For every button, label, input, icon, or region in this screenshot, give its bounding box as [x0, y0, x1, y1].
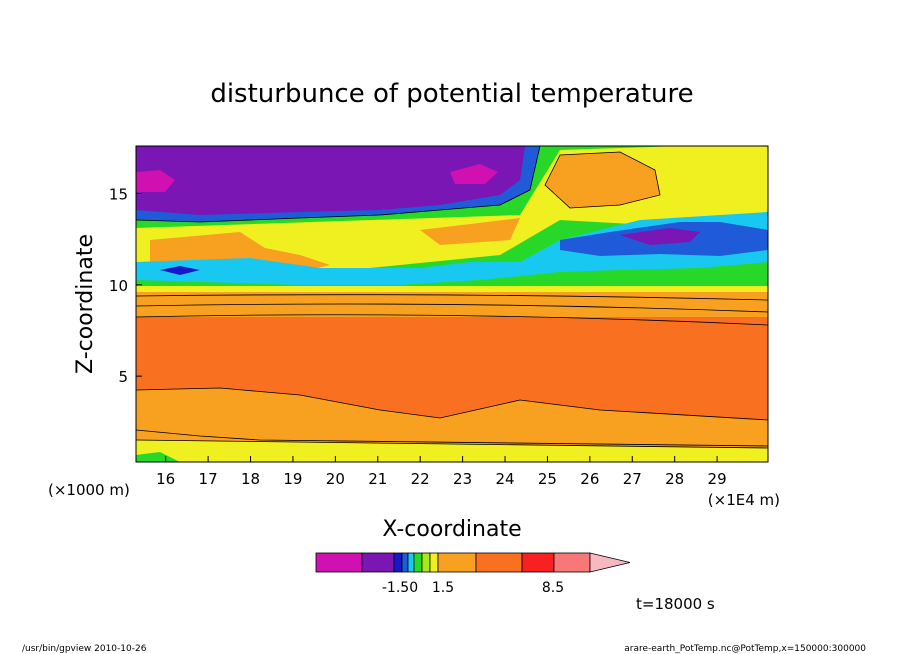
colorbar-segment [553, 552, 591, 573]
chart-title: disturbunce of potential temperature [210, 79, 693, 109]
colorbar-label-1: -1.50 [382, 580, 418, 596]
x-tick-label: 17 [199, 470, 218, 488]
colorbar [315, 552, 631, 573]
y-axis-label: Z-coordinate [73, 234, 98, 374]
band-green-bottom [136, 452, 180, 462]
x-tick-label: 22 [411, 470, 430, 488]
band-yellow-lower [136, 440, 768, 462]
contour-region-orange-mid [420, 218, 520, 245]
x-tick-label: 27 [623, 470, 642, 488]
colorbar-segment [413, 552, 423, 573]
x-tick-label: 28 [665, 470, 684, 488]
x-tick-label: 21 [368, 470, 387, 488]
colorbar-segment [315, 552, 363, 573]
colorbar-segment [437, 552, 477, 573]
colorbar-label-2: 1.5 [432, 580, 454, 596]
x-tick-label: 24 [495, 470, 514, 488]
colorbar-segment [407, 552, 415, 573]
contour-region-cyan [136, 212, 768, 285]
x-axis-ticks: 16 17 18 19 20 21 22 23 24 25 26 27 28 29 [156, 456, 727, 488]
x-tick-label: 26 [580, 470, 599, 488]
plot-frame [135, 145, 769, 463]
contour-region-magenta-mid [450, 164, 498, 184]
y-tick-label: 10 [109, 277, 128, 295]
x-tick-label: 18 [241, 470, 260, 488]
x-unit-right: (×1E4 m) [708, 491, 780, 509]
time-label: t=18000 s [636, 595, 715, 613]
y-axis-ticks: 5 10 15 [109, 185, 142, 386]
contour-region-magenta-left [136, 170, 175, 192]
x-tick-label: 19 [283, 470, 302, 488]
contour-lines [135, 145, 769, 449]
colorbar-arrow [589, 552, 631, 573]
contour-region-purple-top [136, 146, 525, 215]
band-orange-lower [136, 388, 768, 448]
colorbar-segment [393, 552, 403, 573]
colorbar-segment [521, 552, 555, 573]
contour-region-purple-right [620, 228, 700, 245]
y-tick-label: 5 [118, 368, 128, 386]
colorbar-label-3: 8.5 [542, 580, 564, 596]
x-tick-label: 29 [708, 470, 727, 488]
footer-right: arare-earth_PotTemp.nc@PotTemp,x=150000:… [624, 644, 866, 654]
colorbar-segment [475, 552, 523, 573]
x-tick-label: 25 [538, 470, 557, 488]
plot-area [135, 145, 769, 462]
x-unit-left: (×1000 m) [48, 481, 130, 499]
x-tick-label: 16 [156, 470, 175, 488]
x-tick-label: 23 [453, 470, 472, 488]
x-axis-label: X-coordinate [382, 517, 521, 542]
x-tick-label: 20 [326, 470, 345, 488]
colorbar-segment [421, 552, 431, 573]
colorbar-segment [429, 552, 439, 573]
y-tick-label: 15 [109, 185, 128, 203]
contour-region-orange-top [545, 152, 660, 208]
contour-region-blue-left [160, 266, 200, 275]
colorbar-segment [401, 552, 409, 573]
colorbar-segment [361, 552, 395, 573]
footer-left: /usr/bin/gpview 2010-10-26 [22, 644, 147, 654]
